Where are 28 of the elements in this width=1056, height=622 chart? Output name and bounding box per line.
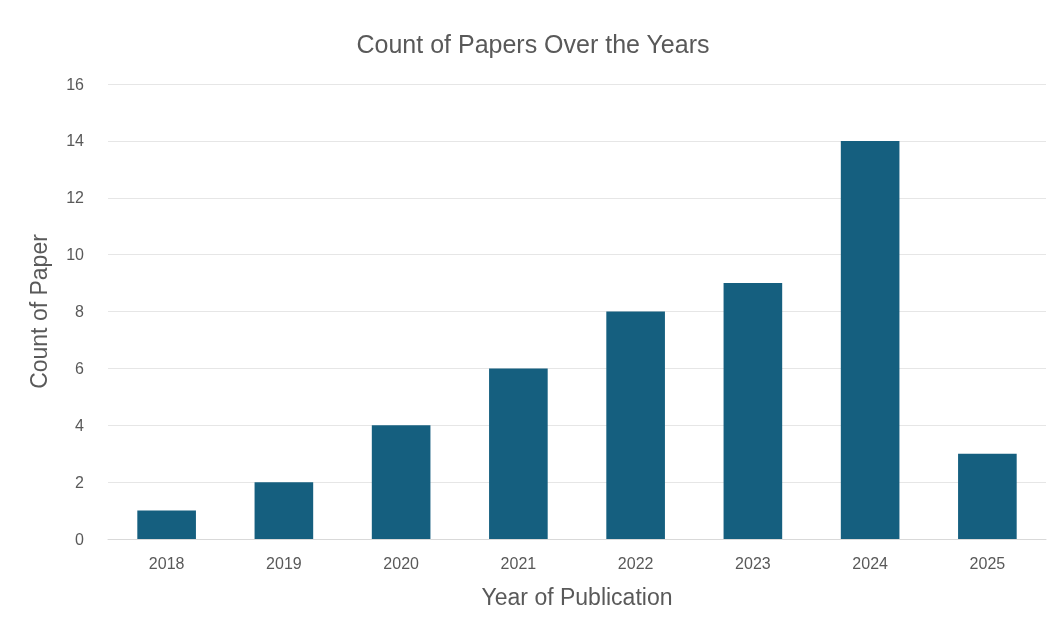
x-axis-title: Year of Publication	[481, 583, 673, 610]
x-tick-label: 2025	[969, 554, 1006, 572]
x-tick-label: 2024	[852, 554, 889, 572]
x-tick-label: 2020	[383, 554, 420, 572]
bar	[606, 311, 665, 539]
y-tick-label: 6	[75, 359, 85, 377]
bar	[371, 425, 431, 539]
bar	[840, 140, 900, 539]
bar	[723, 283, 783, 539]
x-tick-label: 2022	[617, 554, 654, 572]
bar	[958, 453, 1017, 539]
y-tick-label: 14	[66, 132, 85, 150]
y-tick-label: 12	[66, 189, 85, 207]
x-tick-label: 2021	[500, 554, 537, 572]
x-tick-label: 2023	[735, 554, 771, 572]
x-tick-label: 2019	[266, 554, 302, 572]
bar	[489, 368, 548, 539]
y-tick-label: 10	[66, 246, 85, 264]
y-axis-title: Count of Paper	[25, 233, 52, 389]
bar	[254, 482, 314, 539]
y-tick-label: 0	[75, 530, 85, 548]
x-tick-label: 2018	[148, 554, 185, 572]
y-tick-label: 4	[75, 416, 85, 434]
y-tick-label: 2	[75, 473, 85, 491]
y-tick-label: 16	[66, 75, 85, 93]
y-tick-label: 8	[75, 303, 85, 320]
bar	[137, 510, 196, 539]
chart-title: Count of Papers Over the Years	[356, 29, 710, 58]
